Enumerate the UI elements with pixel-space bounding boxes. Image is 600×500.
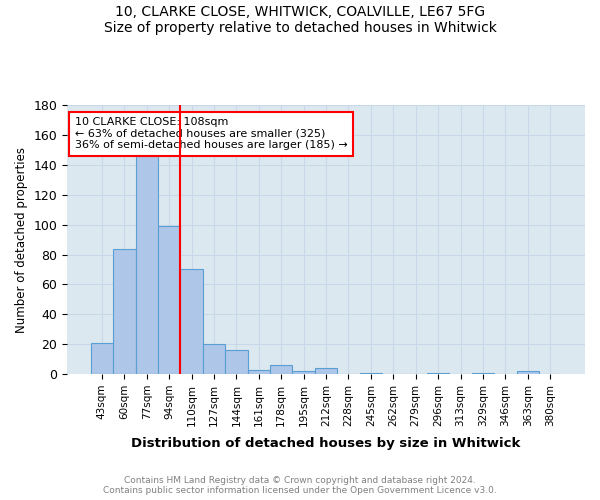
Text: 10, CLARKE CLOSE, WHITWICK, COALVILLE, LE67 5FG
Size of property relative to det: 10, CLARKE CLOSE, WHITWICK, COALVILLE, L… <box>104 5 496 35</box>
Bar <box>315 368 337 374</box>
X-axis label: Distribution of detached houses by size in Whitwick: Distribution of detached houses by size … <box>131 437 521 450</box>
Bar <box>203 344 225 374</box>
Bar <box>270 365 292 374</box>
Text: Contains HM Land Registry data © Crown copyright and database right 2024.
Contai: Contains HM Land Registry data © Crown c… <box>103 476 497 495</box>
Y-axis label: Number of detached properties: Number of detached properties <box>15 146 28 332</box>
Bar <box>427 372 449 374</box>
Bar <box>136 156 158 374</box>
Bar <box>158 226 181 374</box>
Bar <box>113 248 136 374</box>
Bar <box>181 270 203 374</box>
Bar <box>360 372 382 374</box>
Text: 10 CLARKE CLOSE: 108sqm
← 63% of detached houses are smaller (325)
36% of semi-d: 10 CLARKE CLOSE: 108sqm ← 63% of detache… <box>75 118 347 150</box>
Bar <box>225 350 248 374</box>
Bar <box>292 371 315 374</box>
Bar <box>472 372 494 374</box>
Bar <box>517 371 539 374</box>
Bar <box>248 370 270 374</box>
Bar <box>91 342 113 374</box>
